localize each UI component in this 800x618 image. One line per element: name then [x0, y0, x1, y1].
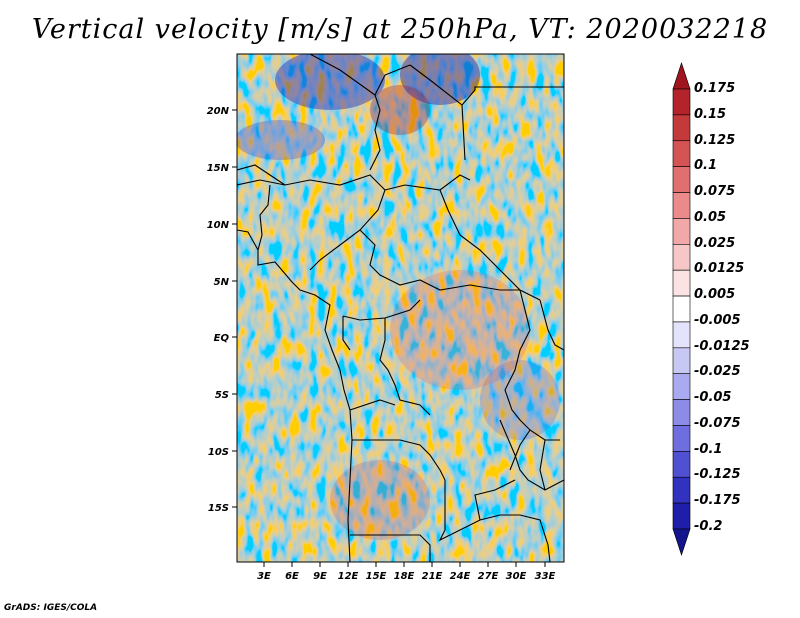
colorbar-label-neg-0-05: -0.05: [694, 390, 731, 405]
colorbar-label-neg-0-2: -0.2: [694, 519, 722, 534]
map-frame: [236, 53, 565, 563]
lon-label-21e: 21E: [422, 571, 443, 582]
lon-label-33e: 33E: [535, 571, 556, 582]
colorbar-segment: [672, 425, 691, 452]
colorbar-segment: [672, 451, 691, 478]
lon-label-27e: 27E: [478, 571, 499, 582]
lat-label-20n: 20N: [207, 106, 230, 117]
colorbar-label-neg-0-0125: -0.0125: [694, 339, 750, 354]
colorbar-segment: [672, 399, 691, 426]
colorbar-segment: [672, 269, 691, 297]
colorbar-label-neg-0-005: -0.005: [694, 313, 741, 328]
colorbar-label-0-05: 0.05: [694, 210, 726, 225]
lat-label-5s: 5S: [215, 390, 229, 401]
colorbar-label-0-025: 0.025: [694, 236, 735, 251]
colorbar-segment: [672, 62, 691, 90]
lon-label-24e: 24E: [450, 571, 471, 582]
colorbar-segment: [672, 243, 691, 271]
velocity-field: [237, 54, 564, 562]
colorbar-segment: [672, 347, 691, 375]
colorbar-label-0-15: 0.15: [694, 107, 726, 122]
lat-label-eq: EQ: [214, 333, 230, 344]
colorbar-segment: [672, 476, 691, 504]
colorbar-label-0-075: 0.075: [694, 184, 735, 199]
colorbar-segment: [672, 218, 691, 245]
colorbar-label-neg-0-175: -0.175: [694, 493, 741, 508]
colorbar-label-neg-0-1: -0.1: [694, 442, 722, 457]
lat-label-15n: 15N: [207, 163, 230, 174]
lat-label-10n: 10N: [207, 220, 230, 231]
lat-label-10s: 10S: [208, 447, 229, 458]
lat-label-15s: 15S: [208, 503, 229, 514]
colorbar-label-neg-0-075: -0.075: [694, 416, 741, 431]
colorbar-segment: [672, 295, 691, 323]
colorbar-label-0-0125: 0.0125: [694, 261, 744, 276]
colorbar-label-0-175: 0.175: [694, 81, 735, 96]
colorbar-segment: [672, 166, 691, 193]
grads-credit: GrADS: IGES/COLA: [4, 603, 98, 613]
country-borders: [237, 54, 564, 562]
colorbar-segment: [672, 192, 691, 219]
lon-label-12e: 12E: [338, 571, 359, 582]
lat-label-5n: 5N: [214, 277, 230, 288]
colorbar-segment: [672, 373, 691, 400]
colorbar-label-0-005: 0.005: [694, 287, 735, 302]
lon-label-6e: 6E: [285, 571, 299, 582]
colorbar-segment: [672, 321, 691, 349]
colorbar-segment: [672, 528, 691, 556]
chart-title: Vertical velocity [m/s] at 250hPa, VT: 2…: [31, 14, 769, 45]
lon-label-18e: 18E: [394, 571, 415, 582]
colorbar-segment: [672, 114, 691, 142]
colorbar-segment: [672, 502, 691, 530]
lon-label-15e: 15E: [366, 571, 387, 582]
lon-label-3e: 3E: [257, 571, 271, 582]
colorbar-label-neg-0-025: -0.025: [694, 364, 741, 379]
colorbar-segment: [672, 88, 691, 116]
colorbar-segment: [672, 140, 691, 167]
lon-label-9e: 9E: [313, 571, 327, 582]
colorbar-label-0-1: 0.1: [694, 158, 717, 173]
colorbar-label-0-125: 0.125: [694, 133, 735, 148]
lon-label-30e: 30E: [506, 571, 527, 582]
colorbar-label-neg-0-125: -0.125: [694, 467, 741, 482]
colorbar: [672, 62, 691, 556]
